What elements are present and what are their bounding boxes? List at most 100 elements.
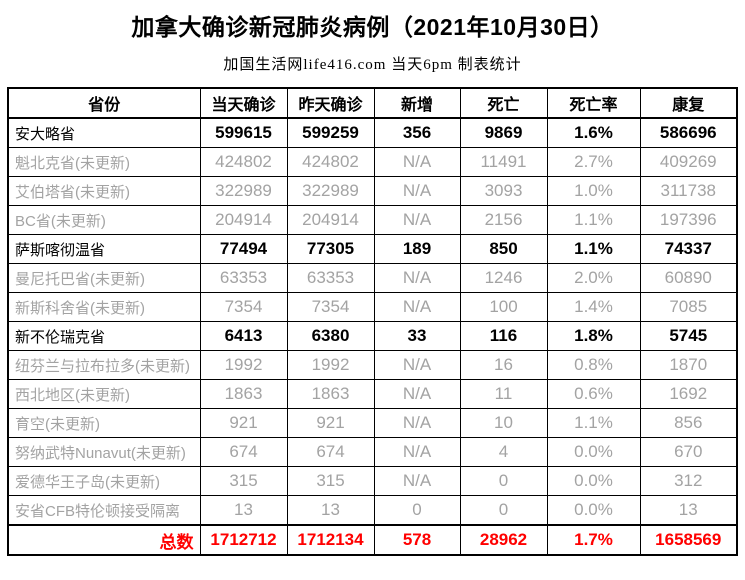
- yesterday-cell: 599259: [286, 117, 375, 148]
- new-cell: N/A: [373, 350, 461, 380]
- today-cell: 424802: [199, 147, 288, 177]
- death-rate-cell: 2.0%: [546, 263, 641, 293]
- table-row: 魁北克省(未更新) 424802 424802 N/A 11491 2.7% 409269: [7, 147, 738, 177]
- table-row: 新斯科舍省(未更新) 7354 7354 N/A 100 1.4% 7085: [7, 292, 738, 322]
- deaths-cell: 11: [459, 379, 548, 409]
- table-row: 萨斯喀彻温省 77494 77305 189 850 1.1% 74337: [7, 234, 738, 264]
- province-cell: 安大略省: [7, 117, 201, 148]
- deaths-cell: 9869: [459, 117, 548, 148]
- death-rate-cell: 1.1%: [546, 408, 641, 438]
- new-cell: N/A: [373, 379, 461, 409]
- new-cell: N/A: [373, 205, 461, 235]
- province-cell: 艾伯塔省(未更新): [7, 176, 201, 206]
- province-cell: 魁北克省(未更新): [7, 147, 201, 177]
- table-row: 纽芬兰与拉布拉多(未更新) 1992 1992 N/A 16 0.8% 1870: [7, 350, 738, 380]
- province-cell: 萨斯喀彻温省: [7, 234, 201, 264]
- yesterday-cell: 7354: [286, 292, 375, 322]
- table-row: 爱德华王子岛(未更新) 315 315 N/A 0 0.0% 312: [7, 466, 738, 496]
- total-today-cell: 1712712: [199, 524, 288, 556]
- new-cell: 0: [373, 495, 461, 526]
- total-recovered-cell: 1658569: [639, 524, 738, 556]
- page-subtitle: 加国生活网life416.com 当天6pm 制表统计: [223, 57, 522, 73]
- death-rate-cell: 1.8%: [546, 321, 641, 351]
- total-row: 总数 1712712 1712134 578 28962 1.7% 165856…: [7, 524, 738, 556]
- new-cell: 356: [373, 117, 461, 148]
- deaths-cell: 4: [459, 437, 548, 467]
- new-cell: 189: [373, 234, 461, 264]
- yesterday-cell: 77305: [286, 234, 375, 264]
- deaths-cell: 116: [459, 321, 548, 351]
- table-row: 安大略省 599615 599259 356 9869 1.6% 586696: [7, 117, 738, 148]
- death-rate-cell: 0.0%: [546, 437, 641, 467]
- table-row: BC省(未更新) 204914 204914 N/A 2156 1.1% 197396: [7, 205, 738, 235]
- today-cell: 322989: [199, 176, 288, 206]
- table-row: 西北地区(未更新) 1863 1863 N/A 11 0.6% 1692: [7, 379, 738, 409]
- yesterday-cell: 674: [286, 437, 375, 467]
- province-cell: 曼尼托巴省(未更新): [7, 263, 201, 293]
- yesterday-cell: 13: [286, 495, 375, 526]
- province-cell: BC省(未更新): [7, 205, 201, 235]
- column-header-today: 当天确诊: [199, 87, 288, 119]
- total-label: 总数: [7, 524, 201, 556]
- recovered-cell: 60890: [639, 263, 738, 293]
- recovered-cell: 312: [639, 466, 738, 496]
- death-rate-cell: 1.1%: [546, 205, 641, 235]
- recovered-cell: 670: [639, 437, 738, 467]
- province-cell: 爱德华王子岛(未更新): [7, 466, 201, 496]
- table-row: 曼尼托巴省(未更新) 63353 63353 N/A 1246 2.0% 60890: [7, 263, 738, 293]
- table-row: 新不伦瑞克省 6413 6380 33 116 1.8% 5745: [7, 321, 738, 351]
- province-cell: 安省CFB特伦顿接受隔离: [7, 495, 201, 526]
- recovered-cell: 586696: [639, 117, 738, 148]
- new-cell: N/A: [373, 147, 461, 177]
- today-cell: 204914: [199, 205, 288, 235]
- yesterday-cell: 6380: [286, 321, 375, 351]
- today-cell: 6413: [199, 321, 288, 351]
- deaths-cell: 100: [459, 292, 548, 322]
- deaths-cell: 16: [459, 350, 548, 380]
- new-cell: 33: [373, 321, 461, 351]
- recovered-cell: 311738: [639, 176, 738, 206]
- column-header-recovered: 康复: [639, 87, 738, 119]
- yesterday-cell: 63353: [286, 263, 375, 293]
- death-rate-cell: 1.4%: [546, 292, 641, 322]
- new-cell: N/A: [373, 176, 461, 206]
- death-rate-cell: 1.0%: [546, 176, 641, 206]
- death-rate-cell: 0.0%: [546, 466, 641, 496]
- new-cell: N/A: [373, 466, 461, 496]
- today-cell: 1992: [199, 350, 288, 380]
- deaths-cell: 850: [459, 234, 548, 264]
- new-cell: N/A: [373, 292, 461, 322]
- province-cell: 育空(未更新): [7, 408, 201, 438]
- death-rate-cell: 0.0%: [546, 495, 641, 526]
- yesterday-cell: 1863: [286, 379, 375, 409]
- today-cell: 1863: [199, 379, 288, 409]
- total-new-cell: 578: [373, 524, 461, 556]
- recovered-cell: 7085: [639, 292, 738, 322]
- today-cell: 77494: [199, 234, 288, 264]
- column-header-deaths: 死亡: [459, 87, 548, 119]
- table-row: 努纳武特Nunavut(未更新) 674 674 N/A 4 0.0% 670: [7, 437, 738, 467]
- deaths-cell: 10: [459, 408, 548, 438]
- today-cell: 921: [199, 408, 288, 438]
- yesterday-cell: 921: [286, 408, 375, 438]
- recovered-cell: 1870: [639, 350, 738, 380]
- deaths-cell: 11491: [459, 147, 548, 177]
- column-header-yesterday: 昨天确诊: [286, 87, 375, 119]
- new-cell: N/A: [373, 437, 461, 467]
- table-header-row: 省份 当天确诊 昨天确诊 新增 死亡 死亡率 康复: [7, 87, 738, 119]
- recovered-cell: 856: [639, 408, 738, 438]
- deaths-cell: 3093: [459, 176, 548, 206]
- yesterday-cell: 424802: [286, 147, 375, 177]
- recovered-cell: 74337: [639, 234, 738, 264]
- table-row: 艾伯塔省(未更新) 322989 322989 N/A 3093 1.0% 311738: [7, 176, 738, 206]
- today-cell: 63353: [199, 263, 288, 293]
- column-header-death-rate: 死亡率: [546, 87, 641, 119]
- recovered-cell: 409269: [639, 147, 738, 177]
- recovered-cell: 197396: [639, 205, 738, 235]
- deaths-cell: 0: [459, 466, 548, 496]
- table-row: 育空(未更新) 921 921 N/A 10 1.1% 856: [7, 408, 738, 438]
- yesterday-cell: 315: [286, 466, 375, 496]
- table-row: 安省CFB特伦顿接受隔离 13 13 0 0 0.0% 13: [7, 495, 738, 526]
- yesterday-cell: 322989: [286, 176, 375, 206]
